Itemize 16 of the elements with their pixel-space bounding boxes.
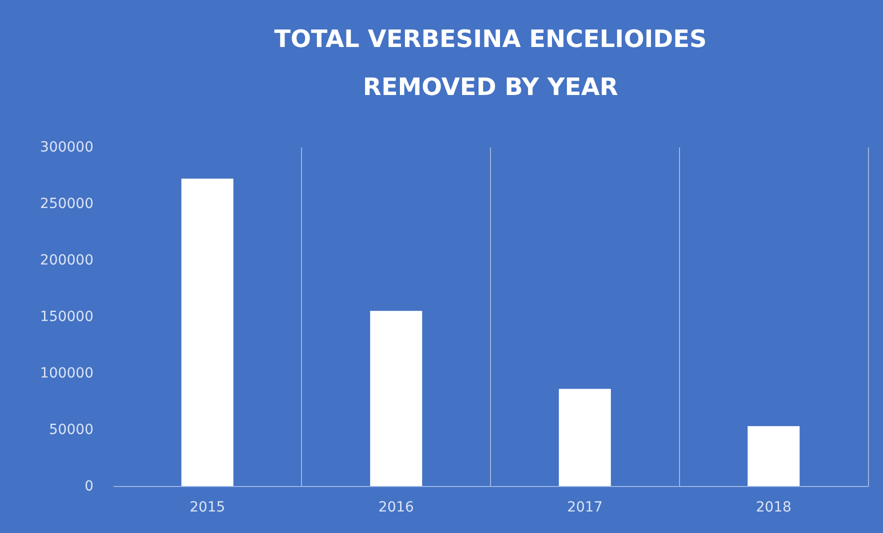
y-tick-label: 50000 — [48, 422, 94, 438]
y-tick-label: 250000 — [40, 196, 94, 212]
y-tick-label: 200000 — [40, 252, 94, 268]
x-tick-label: 2017 — [567, 500, 603, 516]
y-tick-label: 0 — [84, 478, 94, 494]
y-tick-label: 100000 — [40, 366, 94, 382]
y-tick-label: 150000 — [40, 309, 94, 325]
x-tick-label: 2018 — [756, 500, 792, 516]
x-tick-label: 2015 — [190, 500, 226, 516]
x-tick-label: 2016 — [378, 500, 414, 516]
bar — [748, 426, 800, 486]
bar — [181, 178, 234, 486]
y-tick-label: 300000 — [40, 140, 94, 156]
chart-title: TOTAL VERBESINA ENCELIOIDES REMOVED BY YEAR — [274, 25, 707, 101]
bar — [558, 388, 611, 486]
bar — [370, 310, 422, 486]
